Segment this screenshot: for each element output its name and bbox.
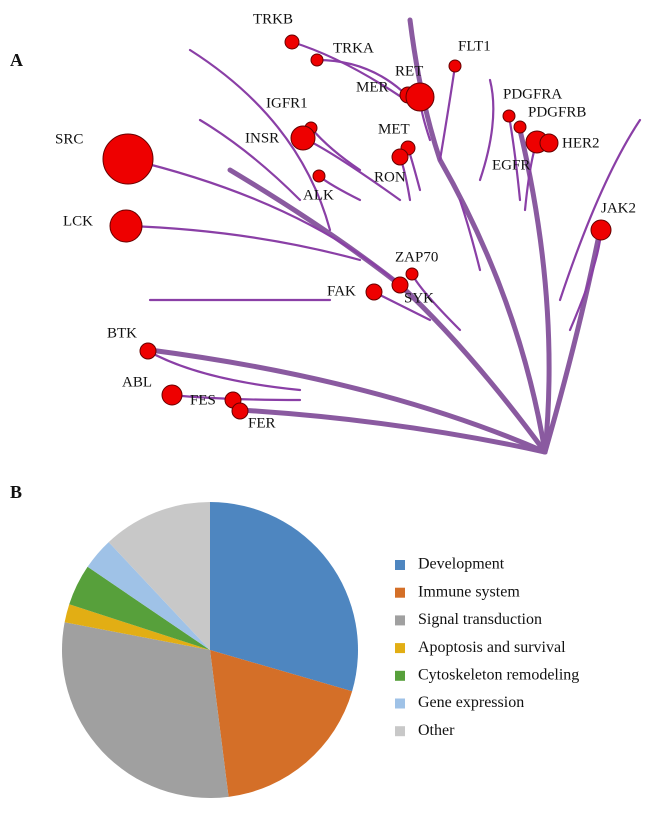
kinase-dot	[310, 53, 324, 67]
kinase-dot	[290, 125, 316, 151]
kinase-dot	[391, 276, 409, 294]
legend-swatch	[395, 698, 405, 709]
kinase-dot	[539, 133, 559, 153]
kinase-dot	[513, 120, 527, 134]
legend-swatch	[395, 643, 405, 654]
kinase-label: IGFR1	[266, 95, 308, 111]
pie-slice	[210, 650, 353, 797]
legend-label: Cytoskeleton remodeling	[418, 666, 579, 683]
legend-swatch	[395, 670, 405, 681]
kinase-label: PDGFRA	[503, 86, 562, 102]
pie-slice	[87, 542, 210, 650]
kinase-label: HER2	[562, 135, 600, 151]
kinase-label: SRC	[55, 131, 83, 147]
legend-swatch	[395, 726, 405, 737]
pie-slice	[64, 604, 210, 650]
pie-slice	[62, 622, 229, 798]
panel-label: A	[10, 50, 23, 70]
kinase-dot	[405, 82, 435, 112]
kinase-label: MET	[378, 121, 410, 137]
kinase-label: ABL	[122, 374, 152, 390]
kinase-dot	[161, 384, 183, 406]
kinase-labels: TRKB TRKA FLT1 RET MER PDGFRA PDGFRB IGF…	[55, 11, 636, 431]
legend-label: Development	[418, 556, 505, 573]
kinase-label: ZAP70	[395, 249, 438, 265]
kinase-label: TRKB	[253, 11, 293, 27]
kinase-label: RET	[395, 63, 423, 79]
legend-label: Signal transduction	[418, 611, 542, 628]
kinase-label: INSR	[245, 130, 279, 146]
kinase-dot	[102, 133, 154, 185]
kinase-dot	[284, 34, 300, 50]
legend-label: Other	[418, 722, 455, 739]
pie-slice	[69, 566, 210, 650]
kinase-label: RON	[374, 169, 406, 185]
kinase-dot	[590, 219, 612, 241]
kinase-dot	[109, 209, 143, 243]
legend-label: Gene expression	[418, 694, 524, 711]
legend-swatch	[395, 560, 405, 570]
kinase-dot	[365, 283, 383, 301]
kinase-dot	[502, 109, 516, 123]
kinase-label: ALK	[303, 187, 334, 203]
kinase-dot	[405, 267, 419, 281]
kinase-dot	[391, 148, 409, 166]
pie-slice	[210, 502, 359, 692]
kinase-label: TRKA	[333, 40, 374, 56]
kinase-label: BTK	[107, 325, 137, 341]
kinase-label: FER	[248, 415, 276, 431]
kinase-label: MER	[356, 79, 389, 95]
legend-swatch	[395, 615, 405, 626]
kinase-label: FES	[190, 392, 216, 408]
kinase-label: LCK	[63, 213, 93, 229]
legend-swatch	[395, 587, 405, 598]
kinase-dot	[139, 342, 157, 360]
kinase-label: EGFR	[492, 157, 530, 173]
panel-label: B	[10, 482, 22, 502]
kinase-dot	[231, 402, 249, 420]
kinase-label: SYK	[404, 290, 434, 306]
legend-label: Apoptosis and survival	[418, 639, 566, 656]
kinase-label: JAK2	[601, 200, 636, 216]
kinase-dot	[312, 169, 326, 183]
kinase-label: FAK	[327, 283, 356, 299]
kinase-label: FLT1	[458, 38, 491, 54]
kinase-markers	[102, 34, 612, 420]
kinase-label: PDGFRB	[528, 104, 586, 120]
pie-slice	[108, 502, 210, 650]
kinase-dot	[448, 59, 462, 73]
legend-label: Immune system	[418, 583, 520, 600]
